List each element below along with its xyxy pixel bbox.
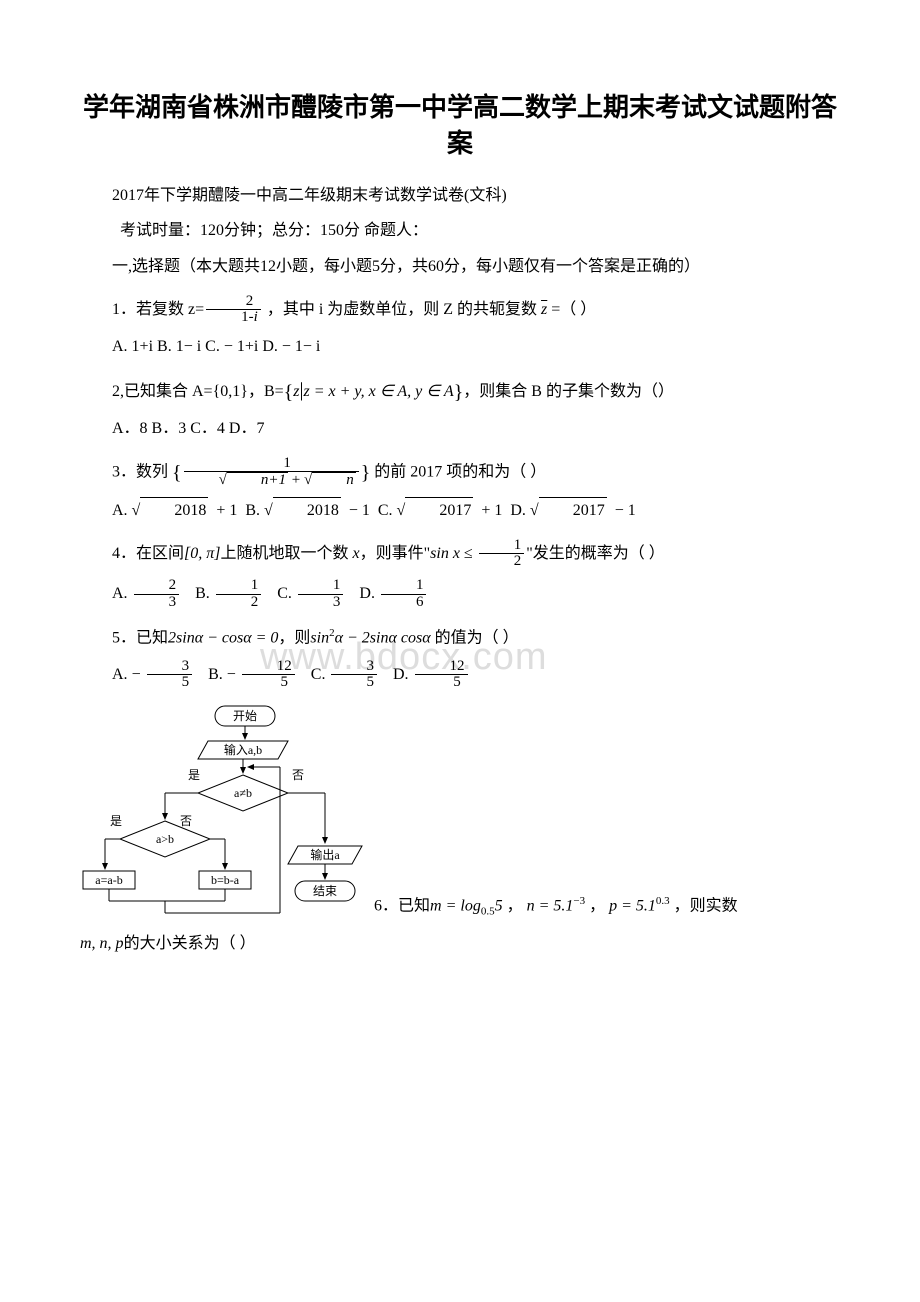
q4-x: x xyxy=(353,545,360,562)
q3-suffix: 的前 2017 项的和为（ ） xyxy=(374,463,546,480)
q4B-n: 1 xyxy=(216,578,262,595)
q6-m: m = log xyxy=(430,897,481,914)
q3-prefix: 3．数列 xyxy=(112,463,168,480)
fc-end: 结束 xyxy=(313,884,337,898)
q6-vars: m, n, p xyxy=(80,935,124,952)
q4-suffix: "发生的概率为（ ） xyxy=(526,545,665,562)
q5B-sign: − xyxy=(227,666,236,683)
q1-suffix1: ，其中 i 为虚数单位，则 Z 的共轭复数 xyxy=(263,300,541,317)
q3-optC-r: 2017 xyxy=(405,497,473,524)
q1-frac-num: 2 xyxy=(206,294,261,311)
q3-options: A. √2018 + 1 B. √2018 − 1 C. √2017 + 1 D… xyxy=(80,497,840,524)
question-5: 5．已知2sinα − cosα = 0，则sin2α − 2sinα cosα… xyxy=(80,625,840,651)
fc-input: 输入a,b xyxy=(224,742,262,757)
q4-interval: [0, π] xyxy=(184,545,220,562)
q5-options: A. −35 B. −125 C. 35 D. 125 xyxy=(80,659,840,692)
q2-set: z = x + y, x ∈ A, y ∈ A xyxy=(304,383,454,400)
q1-options: A. 1+i B. 1− i C. − 1+i D. − 1− i xyxy=(80,334,840,360)
q4B-d: 2 xyxy=(216,595,262,611)
q3-optC-t: + 1 xyxy=(477,502,502,519)
q5-mid: ，则 xyxy=(278,629,310,646)
fc-assign1: a=a-b xyxy=(95,873,122,887)
q5A-sign: − xyxy=(132,666,141,683)
q5A-n: 3 xyxy=(147,659,193,676)
q3-optD-t: − 1 xyxy=(611,502,636,519)
q6-suffix2: 的大小关系为（ ） xyxy=(124,935,256,952)
q6-nexp: −3 xyxy=(573,895,585,907)
q6-mbase: 0.5 xyxy=(481,906,495,918)
q5C-d: 5 xyxy=(331,675,377,691)
fc-cond2: a>b xyxy=(156,832,174,846)
q5C-n: 3 xyxy=(331,659,377,676)
question-6-line2: m, n, p的大小关系为（ ） xyxy=(80,931,840,957)
question-6-inline: 6．已知m = log0.55 ， n = 5.1−3 ， p = 5.10.3… xyxy=(374,893,738,921)
q1-frac-den: 1- xyxy=(241,309,254,325)
q5-eq1: 2sinα − cosα = 0 xyxy=(168,629,278,646)
q4C-d: 3 xyxy=(298,595,344,611)
q4-sinlhs: sin x ≤ xyxy=(430,545,473,562)
q4D-d: 6 xyxy=(381,595,427,611)
q4-options: A. 23 B. 12 C. 13 D. 16 xyxy=(80,578,840,611)
q2-prefix: 2,已知集合 A={0,1}，B= xyxy=(112,383,284,400)
q5A-d: 5 xyxy=(147,675,193,691)
q4-prefix: 4．在区间 xyxy=(112,545,184,562)
section-header: 一,选择题（本大题共12小题，每小题5分，共60分，每小题仅有一个答案是正确的） xyxy=(80,254,840,280)
q5-suffix: 的值为（ ） xyxy=(431,629,519,646)
q5B-n: 12 xyxy=(242,659,295,676)
q3-optA-t: + 1 xyxy=(212,502,237,519)
q3-rad1: n+1 xyxy=(227,472,288,489)
flowchart-and-q6: 开始 输入a,b a≠b 是 否 a>b 是 否 xyxy=(80,701,840,921)
q4A-d: 3 xyxy=(134,595,180,611)
q1-suffix2: =（ ） xyxy=(547,300,596,317)
page-title: 学年湖南省株洲市醴陵市第一中学高二数学上期末考试文试题附答案 xyxy=(80,90,840,163)
q3-num: 1 xyxy=(184,456,359,473)
fc-no1: 否 xyxy=(292,768,304,782)
q6-p: p = 5.1 xyxy=(609,897,656,914)
subtitle: 2017年下学期醴陵一中高二年级期末考试数学试卷(文科) xyxy=(80,183,840,209)
question-4: 4．在区间[0, π]上随机地取一个数 x，则事件"sin x ≤ 12"发生的… xyxy=(80,538,840,571)
question-1: 1．若复数 z=21-i ，其中 i 为虚数单位，则 Z 的共轭复数 z =（ … xyxy=(80,294,840,327)
flowchart-svg: 开始 输入a,b a≠b 是 否 a>b 是 否 xyxy=(80,701,370,921)
q5-eq2b: α − 2sinα cosα xyxy=(335,629,431,646)
q5B-d: 5 xyxy=(242,675,295,691)
q4-frac-num: 1 xyxy=(479,538,525,555)
q4A-n: 2 xyxy=(134,578,180,595)
fc-cond1: a≠b xyxy=(234,786,252,800)
question-3: 3．数列 {1√n+1 + √n} 的前 2017 项的和为（ ） xyxy=(80,456,840,490)
q3-rad2: n xyxy=(312,472,356,489)
q4D-n: 1 xyxy=(381,578,427,595)
q4C-n: 1 xyxy=(298,578,344,595)
q4-mid1: 上随机地取一个数 xyxy=(220,545,352,562)
q6-n: n = 5.1 xyxy=(527,897,574,914)
q4-mid2: ，则事件" xyxy=(360,545,431,562)
q6-marg: 5 xyxy=(495,897,503,914)
q3-optB-r: 2018 xyxy=(273,497,341,524)
q3-optA-r: 2018 xyxy=(140,497,208,524)
fc-output: 输出a xyxy=(310,847,340,862)
q5D-d: 5 xyxy=(415,675,468,691)
fc-yes2: 是 xyxy=(110,814,122,828)
q6-pexp: 0.3 xyxy=(656,895,670,907)
q1-i: i xyxy=(254,309,258,325)
q5D-n: 12 xyxy=(415,659,468,676)
q4-frac-den: 2 xyxy=(479,554,525,570)
q3-optB-t: − 1 xyxy=(345,502,370,519)
q1-prefix: 1．若复数 z= xyxy=(112,300,204,317)
fc-assign2: b=b-a xyxy=(211,873,240,887)
question-2: 2,已知集合 A={0,1}，B={z|z = x + y, x ∈ A, y … xyxy=(80,374,840,408)
fc-no2: 否 xyxy=(180,814,192,828)
q2-suffix: ，则集合 B 的子集个数为（） xyxy=(463,383,674,400)
q5-eq2a: sin xyxy=(310,629,329,646)
exam-info: 考试时量：120分钟；总分：150分 命题人： xyxy=(80,218,840,244)
q6-prefix: 6．已知 xyxy=(374,897,430,914)
fc-yes1: 是 xyxy=(188,768,200,782)
fc-start: 开始 xyxy=(233,709,257,723)
q5-prefix: 5．已知 xyxy=(112,629,168,646)
q2-options: A．8 B．3 C．4 D．7 xyxy=(80,416,840,442)
q6-suffix1: ，则实数 xyxy=(674,897,738,914)
q3-optD-r: 2017 xyxy=(539,497,607,524)
